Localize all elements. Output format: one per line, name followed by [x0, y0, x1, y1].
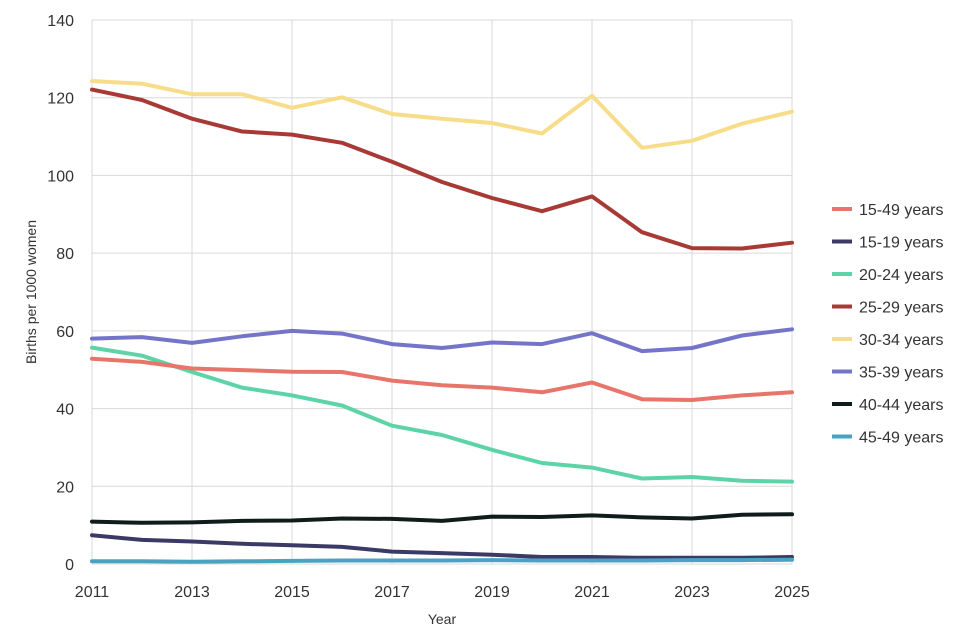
legend-label: 15-49 years: [859, 202, 944, 219]
legend-label: 45-49 years: [859, 430, 944, 447]
y-tick-label: 80: [56, 246, 74, 263]
grid: [91, 19, 793, 565]
series-lines: [90, 79, 794, 564]
legend-label: 25-29 years: [859, 300, 944, 317]
y-tick-label: 100: [47, 168, 74, 185]
y-tick-label: 40: [56, 402, 74, 419]
x-tick-label: 2013: [174, 584, 210, 601]
series-line-45-49-years: [90, 557, 794, 564]
legend-label: 35-39 years: [859, 365, 944, 382]
y-tick-label: 140: [47, 13, 74, 30]
legend-label: 15-19 years: [859, 235, 944, 252]
series-line-25-29-years: [90, 87, 794, 251]
x-axis-ticks: 2011 2013 2015 2017 2019 2021 2023 2025: [75, 584, 810, 601]
y-tick-label: 0: [65, 557, 74, 574]
legend-label: 40-44 years: [859, 397, 944, 414]
x-tick-label: 2023: [674, 584, 710, 601]
y-axis-title: Births per 1000 women: [23, 220, 39, 364]
legend: 15-49 years 15-19 years 20-24 years 25-29 y…: [832, 202, 944, 447]
x-tick-label: 2025: [774, 584, 810, 601]
series-line-35-39-years: [90, 327, 794, 354]
y-tick-label: 20: [56, 479, 74, 496]
x-tick-label: 2021: [574, 584, 610, 601]
x-tick-label: 2011: [75, 584, 110, 601]
series-line-40-44-years: [90, 512, 794, 525]
series-line-15-49-years: [90, 356, 794, 402]
y-tick-label: 120: [47, 91, 74, 108]
series-line-30-34-years: [90, 79, 794, 150]
series-line-15-19-years: [90, 533, 794, 560]
legend-label: 20-24 years: [859, 267, 944, 284]
legend-label: 30-34 years: [859, 332, 944, 349]
x-tick-label: 2019: [474, 584, 510, 601]
x-tick-label: 2017: [374, 584, 410, 601]
x-tick-label: 2015: [274, 584, 310, 601]
y-tick-label: 60: [56, 324, 74, 341]
y-axis-ticks: 0 20 40 60 80 100 120 140: [47, 13, 74, 574]
x-axis-title: Year: [428, 611, 457, 627]
series-line-20-24-years: [90, 345, 794, 484]
